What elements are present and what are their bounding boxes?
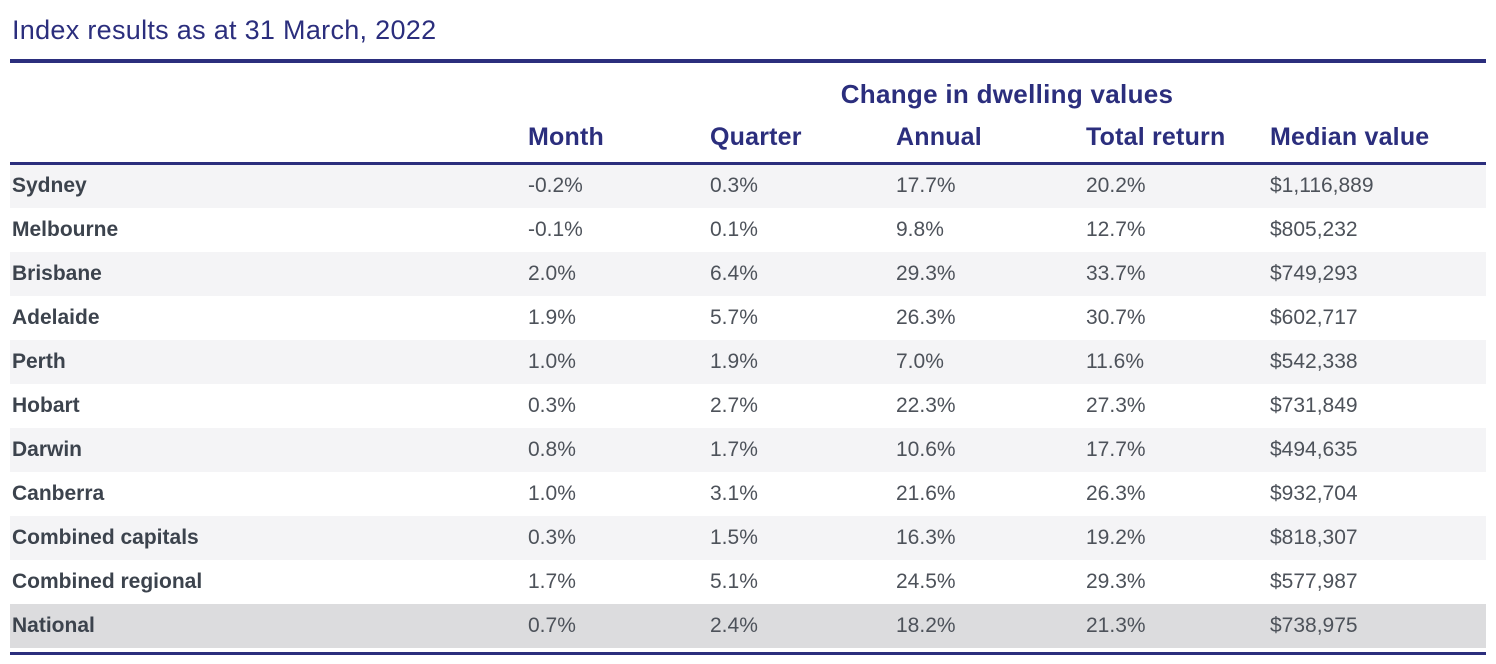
region-cell: Brisbane <box>12 261 102 285</box>
value-cell: 1.9% <box>528 305 576 329</box>
table-body: Sydney -0.2% 0.3% 17.7% 20.2% $1,116,889 Melbo… <box>10 163 1486 648</box>
value-cell: 12.7% <box>1086 217 1146 241</box>
value-cell: $738,975 <box>1270 613 1358 637</box>
value-cell: 6.4% <box>710 261 758 285</box>
table-row: National 0.7% 2.4% 18.2% 21.3% $738,975 <box>10 603 1486 648</box>
value-cell: 2.7% <box>710 393 758 417</box>
value-cell: 1.7% <box>528 569 576 593</box>
region-cell: Combined capitals <box>12 525 199 549</box>
region-cell: Canberra <box>12 481 105 505</box>
value-cell: $932,704 <box>1270 481 1358 505</box>
bottom-divider <box>10 651 1486 655</box>
column-header-quarter: Quarter <box>710 111 896 166</box>
value-cell: 22.3% <box>896 393 956 417</box>
title-divider <box>10 58 1486 63</box>
value-cell: $494,635 <box>1270 437 1358 461</box>
value-cell: $1,116,889 <box>1270 174 1374 198</box>
region-cell: Adelaide <box>12 305 100 329</box>
column-header-median-value: Median value <box>1270 111 1486 166</box>
column-header-region <box>10 111 528 166</box>
value-cell: 10.6% <box>896 437 956 461</box>
value-cell: 7.0% <box>896 349 944 373</box>
region-cell: Melbourne <box>12 217 119 241</box>
value-cell: 16.3% <box>896 525 956 549</box>
region-cell: Combined regional <box>12 569 203 593</box>
table-row: Sydney -0.2% 0.3% 17.7% 20.2% $1,116,889 <box>10 163 1486 208</box>
value-cell: 0.7% <box>528 613 576 637</box>
value-cell: 0.8% <box>528 437 576 461</box>
index-results-table: Change in dwelling values Month Quarter … <box>10 63 1486 648</box>
value-cell: 3.1% <box>710 481 758 505</box>
value-cell: 26.3% <box>1086 481 1146 505</box>
region-cell: Hobart <box>12 393 80 417</box>
value-cell: 21.3% <box>1086 613 1146 637</box>
value-cell: $805,232 <box>1270 217 1358 241</box>
value-cell: 1.0% <box>528 481 576 505</box>
value-cell: 33.7% <box>1086 261 1146 285</box>
region-cell: National <box>12 613 95 637</box>
value-cell: $542,338 <box>1270 349 1358 373</box>
value-cell: 19.2% <box>1086 525 1146 549</box>
value-cell: 29.3% <box>896 261 956 285</box>
value-cell: -0.2% <box>528 174 583 198</box>
value-cell: 1.7% <box>710 437 758 461</box>
value-cell: 0.1% <box>710 217 758 241</box>
value-cell: 1.5% <box>710 525 758 549</box>
value-cell: $818,307 <box>1270 525 1358 549</box>
value-cell: 20.2% <box>1086 174 1146 198</box>
value-cell: 0.3% <box>528 393 576 417</box>
value-cell: 1.0% <box>528 349 576 373</box>
value-cell: $731,849 <box>1270 393 1358 417</box>
value-cell: 11.6% <box>1086 349 1144 373</box>
value-cell: 21.6% <box>896 481 956 505</box>
column-header-month: Month <box>528 111 710 166</box>
value-cell: 17.7% <box>1086 437 1146 461</box>
value-cell: 1.9% <box>710 349 758 373</box>
table-row: Combined regional 1.7% 5.1% 24.5% 29.3% $577,… <box>10 560 1486 604</box>
table-row: Hobart 0.3% 2.7% 22.3% 27.3% $731,849 <box>10 384 1486 428</box>
table-figure: Index results as at 31 March, 2022 Chang… <box>10 15 1486 655</box>
table-row: Perth 1.0% 1.9% 7.0% 11.6% $542,338 <box>10 339 1486 384</box>
value-cell: 2.0% <box>528 261 576 285</box>
group-header: Change in dwelling values <box>840 78 1174 109</box>
table-row: Combined capitals 0.3% 1.5% 16.3% 19.2% $818,… <box>10 515 1486 560</box>
region-cell: Perth <box>12 349 66 373</box>
page-title: Index results as at 31 March, 2022 <box>12 15 437 45</box>
table-header: Change in dwelling values Month Quarter … <box>10 63 1486 166</box>
value-cell: 18.2% <box>896 613 956 637</box>
value-cell: 0.3% <box>528 525 576 549</box>
value-cell: $577,987 <box>1270 569 1358 593</box>
table-row: Darwin 0.8% 1.7% 10.6% 17.7% $494,635 <box>10 427 1486 472</box>
value-cell: -0.1% <box>528 217 583 241</box>
column-header-annual: Annual <box>896 111 1086 166</box>
value-cell: 27.3% <box>1086 393 1146 417</box>
table-row: Adelaide 1.9% 5.7% 26.3% 30.7% $602,717 <box>10 296 1486 340</box>
table-row: Melbourne -0.1% 0.1% 9.8% 12.7% $805,232 <box>10 208 1486 252</box>
group-header-row: Change in dwelling values <box>10 63 1486 112</box>
table-row: Canberra 1.0% 3.1% 21.6% 26.3% $932,704 <box>10 472 1486 516</box>
region-cell: Darwin <box>12 437 83 461</box>
column-header-total-return: Total return <box>1086 111 1270 166</box>
value-cell: 5.1% <box>710 569 758 593</box>
value-cell: $749,293 <box>1270 261 1358 285</box>
region-cell: Sydney <box>12 174 87 198</box>
value-cell: 5.7% <box>710 305 758 329</box>
value-cell: 30.7% <box>1086 305 1146 329</box>
value-cell: 2.4% <box>710 613 758 637</box>
table-row: Brisbane 2.0% 6.4% 29.3% 33.7% $749,293 <box>10 251 1486 296</box>
value-cell: 17.7% <box>896 174 956 198</box>
value-cell: 29.3% <box>1086 569 1146 593</box>
value-cell: 9.8% <box>896 217 944 241</box>
value-cell: 26.3% <box>896 305 956 329</box>
column-header-row: Month Quarter Annual Total return Median… <box>10 111 1486 166</box>
group-header-spacer <box>10 63 528 112</box>
value-cell: 0.3% <box>710 174 758 198</box>
value-cell: $602,717 <box>1270 305 1358 329</box>
value-cell: 24.5% <box>896 569 956 593</box>
